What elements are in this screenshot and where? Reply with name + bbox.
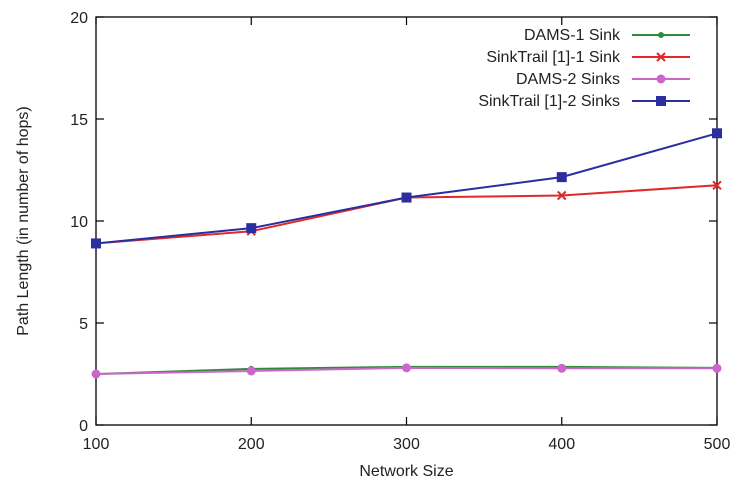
- x-axis-label: Network Size: [359, 463, 453, 480]
- x-tick-label: 300: [393, 436, 420, 453]
- x-tick-label: 100: [83, 436, 110, 453]
- data-point: [246, 223, 257, 234]
- legend-swatch-marker: [656, 74, 666, 84]
- legend-item: SinkTrail [1]-1 Sink: [486, 49, 690, 66]
- data-point: [91, 369, 101, 379]
- legend-label: SinkTrail [1]-1 Sink: [486, 49, 621, 66]
- legend-swatch-marker: [656, 52, 666, 62]
- series-3: [91, 363, 722, 379]
- data-point: [557, 190, 567, 201]
- y-tick-label: 5: [79, 316, 88, 333]
- data-point: [712, 363, 722, 373]
- data-point: [557, 363, 567, 373]
- legend-label: DAMS-2 Sinks: [516, 71, 620, 88]
- series-line: [95, 132, 718, 245]
- data-point: [402, 363, 411, 373]
- x-tick-label: 200: [238, 436, 265, 453]
- data-point: [246, 366, 256, 376]
- legend-item: DAMS-2 Sinks: [516, 71, 690, 88]
- x-tick-label: 400: [548, 436, 575, 453]
- y-tick-label: 20: [70, 10, 88, 27]
- data-point: [556, 172, 567, 183]
- y-tick-label: 15: [70, 112, 88, 129]
- series-4: [91, 128, 722, 249]
- data-point: [91, 238, 101, 249]
- legend-item: DAMS-1 Sink: [524, 27, 690, 44]
- data-point: [401, 192, 412, 203]
- legend-item: SinkTrail [1]-2 Sinks: [478, 93, 690, 110]
- data-point: [712, 128, 722, 139]
- data-point: [712, 180, 722, 191]
- x-axis-ticks: 100 200 300 400 500: [83, 17, 731, 453]
- legend: DAMS-1 Sink SinkTrail [1]-1 Sink DAMS-2 Si…: [478, 27, 690, 110]
- y-tick-label: 0: [79, 418, 88, 435]
- y-tick-label: 10: [70, 214, 88, 231]
- y-axis-label: Path Length (in number of hops): [15, 106, 32, 335]
- legend-swatch-marker: [656, 96, 666, 106]
- series-lines: [91, 128, 722, 379]
- x-tick-label: 500: [704, 436, 731, 453]
- legend-label: SinkTrail [1]-2 Sinks: [478, 93, 620, 110]
- legend-swatch-marker: [658, 32, 664, 38]
- legend-label: DAMS-1 Sink: [524, 27, 621, 44]
- series-2: [91, 180, 722, 249]
- y-axis-ticks: 0 5 10 15 20: [70, 10, 717, 435]
